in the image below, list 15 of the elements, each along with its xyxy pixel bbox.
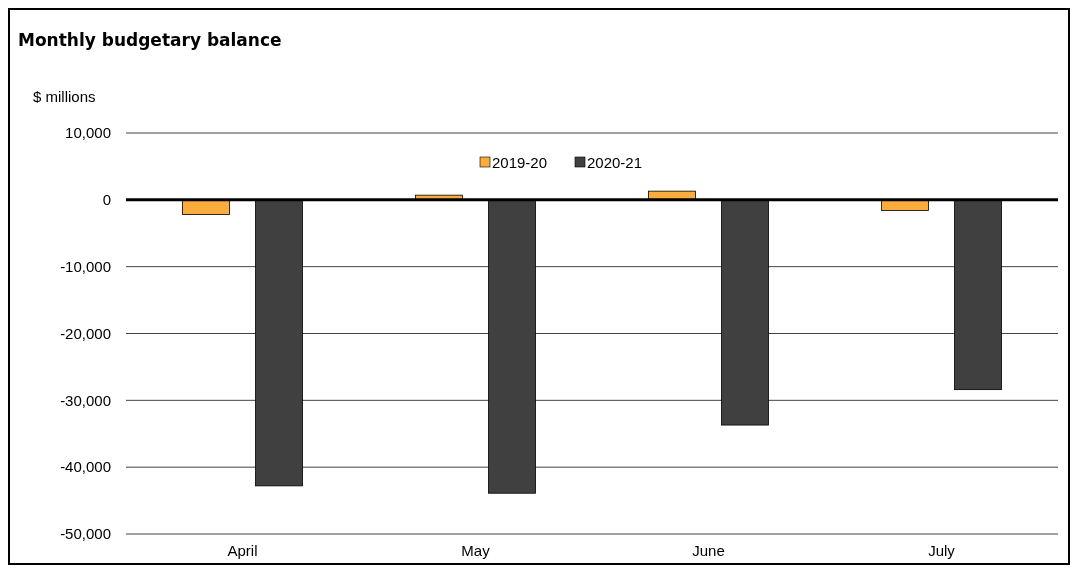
x-tick-label: July xyxy=(928,542,956,559)
legend-label: 2019-20 xyxy=(492,154,548,172)
y-tick-label: -20,000 xyxy=(60,324,111,342)
y-tick-label: 10,000 xyxy=(65,124,111,142)
x-tick-label: May xyxy=(461,542,491,559)
y-tick-label: -10,000 xyxy=(60,257,111,275)
x-tick-label: June xyxy=(692,542,725,559)
y-axis-title: $ millions xyxy=(33,88,96,105)
chart-title: Monthly budgetary balance xyxy=(18,30,282,50)
y-tick-label: -30,000 xyxy=(60,391,111,409)
x-tick-label: April xyxy=(227,542,258,559)
legend-label: 2020-21 xyxy=(587,154,643,172)
y-tick-label: 0 xyxy=(102,191,111,209)
y-tick-label: -50,000 xyxy=(60,525,111,543)
y-tick-label: -40,000 xyxy=(60,458,111,476)
